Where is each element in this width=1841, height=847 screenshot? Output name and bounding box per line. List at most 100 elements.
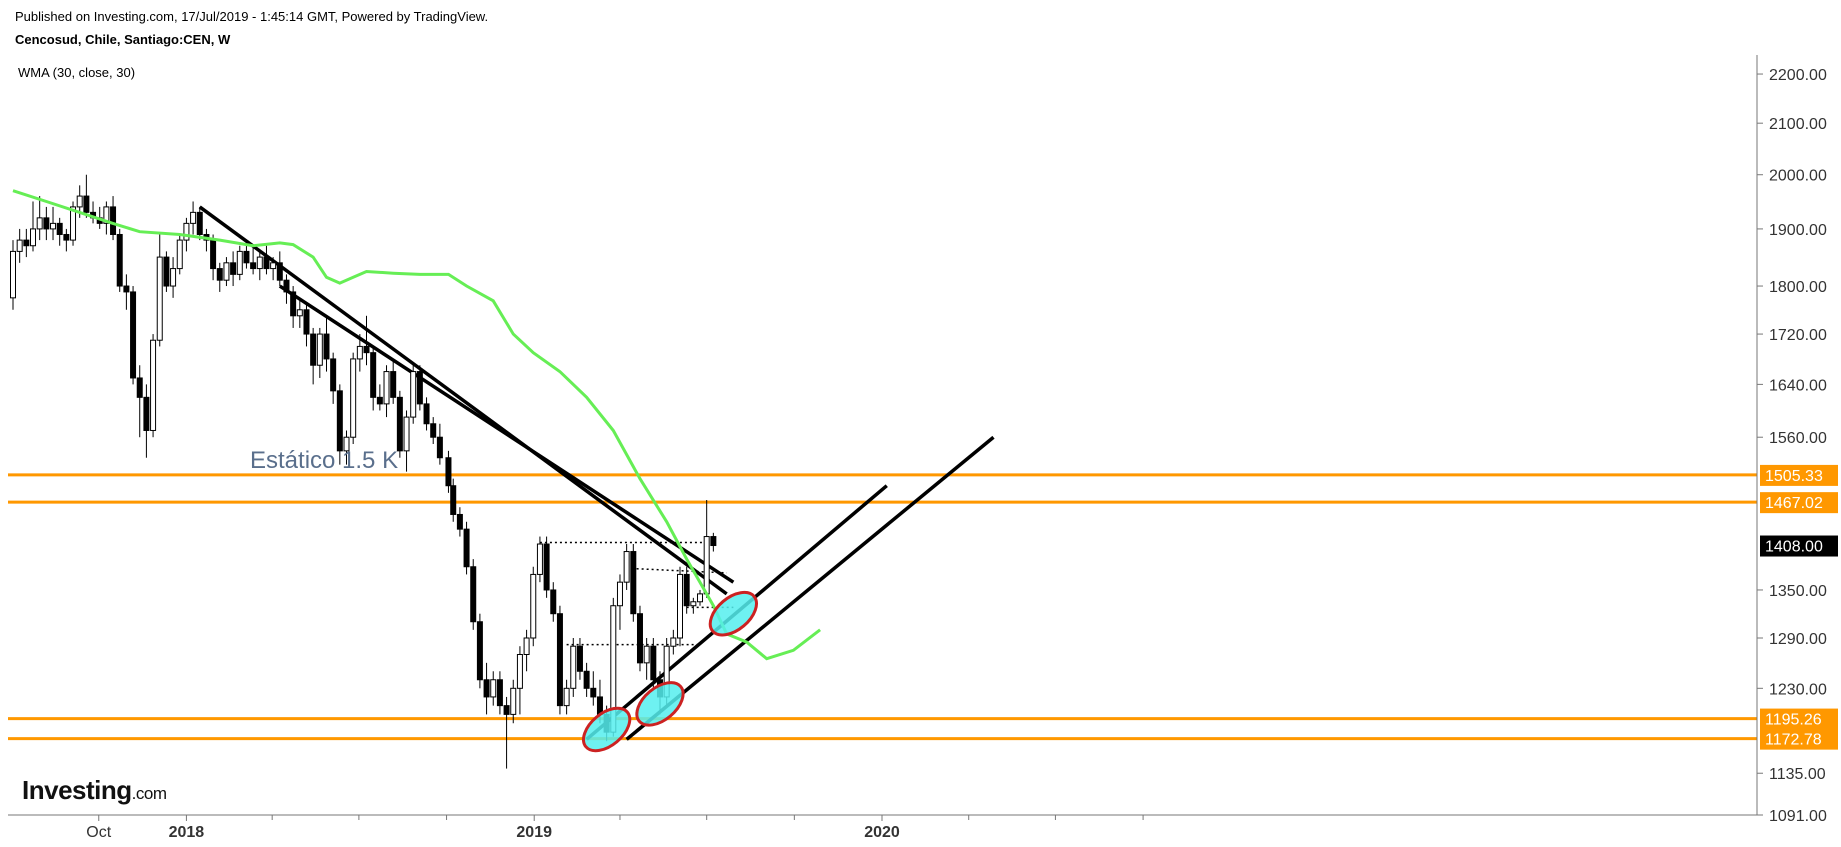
candle xyxy=(190,201,197,235)
candle xyxy=(616,574,623,630)
candle xyxy=(623,544,630,590)
candle xyxy=(563,679,570,715)
y-tick-label: 1640.00 xyxy=(1769,377,1827,394)
candle xyxy=(310,327,317,385)
candle xyxy=(690,597,697,614)
level-price-tag xyxy=(1760,728,1838,750)
candle xyxy=(116,228,123,292)
y-tick-label: 1135.00 xyxy=(1769,766,1826,783)
candle-body xyxy=(550,589,557,615)
candle xyxy=(23,228,30,258)
horizontal-levels xyxy=(8,473,1757,741)
candle xyxy=(230,251,237,287)
candle xyxy=(677,566,683,647)
candle-body xyxy=(490,679,497,698)
y-tick-label: 1290.00 xyxy=(1769,631,1827,648)
candle xyxy=(570,637,577,697)
candle-body xyxy=(503,705,510,715)
candle-body xyxy=(376,396,383,405)
candle xyxy=(130,286,137,385)
candle-body xyxy=(543,543,550,591)
candle xyxy=(363,315,370,366)
candle-body xyxy=(383,371,390,405)
candle xyxy=(43,206,50,241)
level-price-label: 1172.78 xyxy=(1765,732,1822,749)
trendline xyxy=(625,435,995,741)
candle xyxy=(16,228,23,263)
logo-brand: Investing xyxy=(22,775,132,805)
candle xyxy=(236,245,243,281)
candle-body xyxy=(270,262,277,270)
candle-body xyxy=(570,645,577,689)
candle xyxy=(376,384,383,411)
candle xyxy=(450,478,457,522)
candle xyxy=(496,671,503,715)
level-price-label: 1505.33 xyxy=(1765,468,1823,485)
wma-line xyxy=(12,189,822,661)
candle xyxy=(123,274,130,310)
candle-body xyxy=(250,262,257,270)
candle-body xyxy=(116,233,123,287)
candle xyxy=(250,245,257,275)
y-tick-label: 2200.00 xyxy=(1769,67,1827,84)
candle xyxy=(463,521,470,575)
candle-body xyxy=(156,256,163,341)
candle-body xyxy=(236,250,243,275)
candle xyxy=(436,423,443,465)
candle xyxy=(276,251,283,287)
candle xyxy=(390,358,397,404)
candle-body xyxy=(590,687,597,698)
candle xyxy=(223,257,230,287)
candle-body xyxy=(316,333,323,366)
candle xyxy=(636,605,643,672)
highlight-ellipse xyxy=(708,590,758,637)
candle-body xyxy=(256,256,263,270)
candle xyxy=(110,196,117,241)
candle-body xyxy=(76,195,83,208)
candle-body xyxy=(36,217,43,230)
level-price-tag xyxy=(1760,464,1838,486)
trendline xyxy=(198,205,728,596)
candle xyxy=(536,536,543,583)
candle-body xyxy=(216,268,223,281)
candle xyxy=(336,384,343,465)
candle-body xyxy=(130,291,137,379)
candle-body xyxy=(583,670,590,689)
candle-body xyxy=(16,239,23,252)
candle-body xyxy=(150,339,157,431)
candle-body xyxy=(636,613,643,664)
candle xyxy=(36,196,43,241)
candle xyxy=(650,637,657,689)
y-tick-label: 2000.00 xyxy=(1769,168,1827,185)
candle-body xyxy=(416,371,423,405)
candle xyxy=(630,544,637,622)
candle-body xyxy=(650,645,657,681)
candle-body xyxy=(83,195,90,213)
candle-body xyxy=(703,536,710,595)
axes: 2200.00 2100.00 2000.00 1900.00 1800.00 1720.… xyxy=(8,55,1838,841)
x-tick-label: 2020 xyxy=(864,824,900,841)
candle-body xyxy=(136,377,143,398)
candle xyxy=(510,679,517,724)
level-price-label: 1195.26 xyxy=(1765,712,1822,729)
candle xyxy=(270,257,277,281)
candle xyxy=(90,201,97,224)
candle-body xyxy=(243,250,250,264)
candle-body xyxy=(350,358,357,438)
candle-body xyxy=(390,371,397,398)
candle-body xyxy=(710,536,717,547)
dotted-level xyxy=(626,567,727,574)
candle xyxy=(516,646,523,715)
candle xyxy=(683,566,690,614)
candle-body xyxy=(556,613,563,707)
candle-body xyxy=(276,262,283,281)
candle xyxy=(590,671,597,706)
candle xyxy=(323,315,330,372)
indicator-legend[interactable]: WMA (30, close, 30) xyxy=(18,65,136,80)
candle-body xyxy=(103,206,110,224)
candle-body xyxy=(50,222,57,230)
candle xyxy=(576,637,583,680)
candle xyxy=(530,566,537,647)
candle xyxy=(176,234,183,275)
